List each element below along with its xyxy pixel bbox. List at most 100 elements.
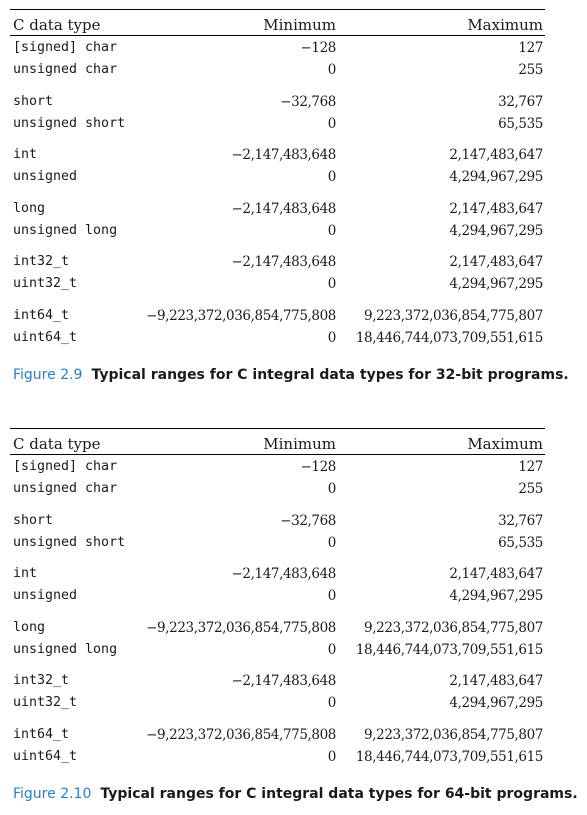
cell-maximum: 9,223,372,036,854,775,807 xyxy=(364,726,543,743)
cell-maximum: 4,294,967,295 xyxy=(449,169,543,186)
cell-minimum: −9,223,372,036,854,775,808 xyxy=(146,307,336,324)
table-row: int −2,147,483,648 2,147,483,647 xyxy=(10,145,545,167)
cell-maximum: 255 xyxy=(518,62,543,79)
group-spacer xyxy=(10,609,545,618)
cell-maximum: 2,147,483,647 xyxy=(449,200,543,217)
cell-minimum: 0 xyxy=(327,276,337,293)
table-row: unsigned 0 4,294,967,295 xyxy=(10,586,545,608)
cell-type: int xyxy=(13,147,38,163)
cell-type: unsigned xyxy=(13,169,78,185)
figure-caption: Figure 2.10 Typical ranges for C integral… xyxy=(13,786,578,802)
cell-minimum: 0 xyxy=(327,588,337,605)
cell-maximum: 2,147,483,647 xyxy=(449,673,543,690)
cell-type: unsigned short xyxy=(13,534,126,550)
cell-minimum: −9,223,372,036,854,775,808 xyxy=(146,726,336,743)
table-row: unsigned long 0 4,294,967,295 xyxy=(10,221,545,243)
figure-caption: Figure 2.9 Typical ranges for C integral … xyxy=(13,367,569,383)
cell-minimum: 0 xyxy=(327,62,337,79)
cell-minimum: −2,147,483,648 xyxy=(231,147,337,164)
cell-maximum: 18,446,744,073,709,551,615 xyxy=(355,330,544,346)
table-row: unsigned char 0 255 xyxy=(10,60,545,82)
caption-text: Typical ranges for C integral data types… xyxy=(100,786,578,802)
cell-minimum: 0 xyxy=(327,641,337,658)
cell-type: uint64_t xyxy=(13,749,78,764)
table-row: int32_t −2,147,483,648 2,147,483,647 xyxy=(10,252,545,274)
cell-minimum: 0 xyxy=(327,534,337,551)
header-maximum: Maximum xyxy=(467,16,543,34)
group-spacer xyxy=(10,716,545,725)
cell-type: [signed] char xyxy=(13,459,118,474)
cell-maximum: 9,223,372,036,854,775,807 xyxy=(364,307,543,324)
cell-type: long xyxy=(13,619,46,635)
cell-maximum: 18,446,744,073,709,551,615 xyxy=(355,749,544,765)
table-row: short −32,768 32,767 xyxy=(10,92,545,114)
table-body: [signed] char −128 127 unsigned char 0 255 sho… xyxy=(10,455,545,769)
group-spacer xyxy=(10,243,545,252)
header-minimum: Minimum xyxy=(263,435,336,453)
group-spacer xyxy=(10,136,545,145)
table-row: unsigned short 0 65,535 xyxy=(10,533,545,555)
cell-type: uint32_t xyxy=(13,276,78,292)
cell-type: uint32_t xyxy=(13,695,78,711)
cell-minimum: −2,147,483,648 xyxy=(231,566,337,583)
cell-maximum: 255 xyxy=(518,481,543,498)
group-spacer xyxy=(10,555,545,564)
cell-maximum: 4,294,967,295 xyxy=(449,276,543,293)
cell-maximum: 32,767 xyxy=(498,512,543,529)
cell-maximum: 9,223,372,036,854,775,807 xyxy=(364,619,543,636)
cell-maximum: 4,294,967,295 xyxy=(449,222,543,239)
header-type: C data type xyxy=(13,16,101,34)
cell-minimum: 0 xyxy=(327,169,337,186)
table-top-rule xyxy=(10,428,545,429)
table-row: unsigned 0 4,294,967,295 xyxy=(10,167,545,189)
table-32bit: C data type Minimum Maximum [signed] cha… xyxy=(10,9,545,350)
cell-minimum: 0 xyxy=(327,695,337,712)
table-row: unsigned short 0 65,535 xyxy=(10,114,545,136)
table-row: uint64_t 0 18,446,744,073,709,551,615 xyxy=(10,328,545,350)
cell-type: unsigned char xyxy=(13,62,118,78)
cell-type: [signed] char xyxy=(13,40,118,55)
header-type: C data type xyxy=(13,435,101,453)
figure-number: Figure 2.10 xyxy=(13,786,92,802)
figure-number: Figure 2.9 xyxy=(13,367,83,383)
cell-type: long xyxy=(13,200,46,216)
table-row: short −32,768 32,767 xyxy=(10,511,545,533)
cell-minimum: 0 xyxy=(327,749,337,765)
table-row: int64_t −9,223,372,036,854,775,808 9,223,3… xyxy=(10,725,545,747)
table-row: uint32_t 0 4,294,967,295 xyxy=(10,693,545,715)
cell-minimum: 0 xyxy=(327,481,337,498)
header-maximum: Maximum xyxy=(467,435,543,453)
table-row: [signed] char −128 127 xyxy=(10,38,545,60)
cell-maximum: 127 xyxy=(518,40,543,56)
cell-type: unsigned long xyxy=(13,222,118,238)
table-row: int64_t −9,223,372,036,854,775,808 9,223,3… xyxy=(10,306,545,328)
cell-maximum: 4,294,967,295 xyxy=(449,588,543,605)
cell-minimum: 0 xyxy=(327,330,337,346)
cell-minimum: −32,768 xyxy=(280,93,336,110)
group-spacer xyxy=(10,297,545,306)
cell-minimum: −9,223,372,036,854,775,808 xyxy=(146,619,336,636)
group-spacer xyxy=(10,190,545,199)
cell-type: int32_t xyxy=(13,673,70,689)
cell-minimum: −32,768 xyxy=(280,512,336,529)
cell-type: int xyxy=(13,566,38,582)
table-row: int −2,147,483,648 2,147,483,647 xyxy=(10,564,545,586)
table-header-rule xyxy=(10,35,545,36)
cell-minimum: −128 xyxy=(300,459,337,475)
cell-maximum: 32,767 xyxy=(498,93,543,110)
cell-maximum: 2,147,483,647 xyxy=(449,254,543,271)
cell-minimum: 0 xyxy=(327,115,337,132)
table-row: unsigned char 0 255 xyxy=(10,479,545,501)
group-spacer xyxy=(10,501,545,510)
cell-maximum: 4,294,967,295 xyxy=(449,695,543,712)
cell-type: unsigned char xyxy=(13,481,118,497)
table-row: uint32_t 0 4,294,967,295 xyxy=(10,274,545,296)
cell-type: int32_t xyxy=(13,254,70,270)
cell-maximum: 65,535 xyxy=(498,534,543,551)
cell-maximum: 18,446,744,073,709,551,615 xyxy=(355,641,544,658)
cell-type: short xyxy=(13,93,54,109)
table-header: C data type Minimum Maximum xyxy=(10,429,545,454)
table-row: uint64_t 0 18,446,744,073,709,551,615 xyxy=(10,747,545,769)
cell-type: unsigned xyxy=(13,588,78,604)
table-row: unsigned long 0 18,446,744,073,709,551,615 xyxy=(10,640,545,662)
